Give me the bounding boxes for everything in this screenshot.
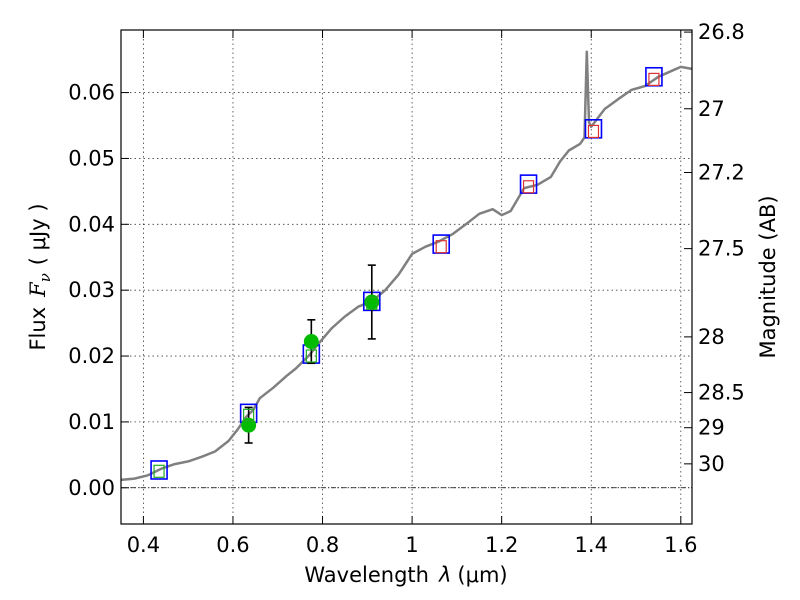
series-layer xyxy=(120,50,693,482)
y-tick-label: 0.05 xyxy=(68,146,115,170)
inner-square-marker xyxy=(435,240,447,254)
y2-tick-label: 26.8 xyxy=(698,20,745,44)
x-tick-label: 0.4 xyxy=(127,533,160,557)
y2-tick-label: 27.5 xyxy=(698,237,745,261)
y2-tick-label: 27.2 xyxy=(698,161,745,185)
y2-axis-label: Magnitude (AB) xyxy=(756,195,780,358)
y-tick-label: 0.03 xyxy=(68,278,115,302)
y2-tick-label: 29 xyxy=(698,416,725,440)
inner-square-marker xyxy=(522,180,535,194)
y2-tick-label: 27 xyxy=(698,97,725,121)
y-axis-label: Flux Fν ( μJy ) xyxy=(26,203,54,350)
y2-tick-label: 28 xyxy=(698,325,725,349)
inner-square-marker xyxy=(305,349,317,363)
y-axis-symbol-sub: ν xyxy=(36,273,54,282)
observed-point xyxy=(303,334,319,350)
x-axis-symbol: λ xyxy=(438,563,451,587)
tick-labels: 0.4 0.6 0.8 1 1.2 1.4 1.6 0.00 0.01 0.02 0.03 0.04 0… xyxy=(68,20,745,557)
spectrum-line xyxy=(120,50,693,482)
x-tick-label: 1.6 xyxy=(664,533,697,557)
x-tick-label: 1.4 xyxy=(575,533,608,557)
y-tick-label: 0.02 xyxy=(68,344,115,368)
x-tick-label: 1 xyxy=(405,533,418,557)
inner-square-marker xyxy=(366,296,378,310)
inner-square-marker xyxy=(648,72,660,87)
y2-tick-label: 30 xyxy=(698,452,725,476)
x-axis-label: Wavelength λ (μm) xyxy=(304,563,507,587)
y-axis-unit: ( μJy ) xyxy=(26,203,50,265)
x-axis-unit: (μm) xyxy=(457,563,507,587)
x-tick-label: 0.8 xyxy=(306,533,339,557)
axis-ticks xyxy=(121,30,692,524)
plot-frame xyxy=(120,29,693,525)
x-tick-label: 1.2 xyxy=(485,533,518,557)
x-tick-label: 0.6 xyxy=(216,533,249,557)
observed-point xyxy=(364,294,380,310)
inner-square-marker xyxy=(587,124,600,139)
y-axis-label-text: Flux xyxy=(26,307,50,351)
y-tick-label: 0.00 xyxy=(68,476,115,500)
y2-tick-label: 28.5 xyxy=(698,381,745,405)
y-tick-label: 0.01 xyxy=(68,410,115,434)
inner-square-marker xyxy=(153,464,165,478)
y-tick-label: 0.04 xyxy=(68,212,115,236)
model-photometry-square xyxy=(150,460,168,480)
y-axis-symbol: F xyxy=(26,281,50,298)
inner-square-marker xyxy=(243,408,255,422)
y-tick-label: 0.06 xyxy=(68,81,115,105)
grid-lines xyxy=(121,30,692,524)
x-axis-label-text: Wavelength xyxy=(304,563,429,587)
